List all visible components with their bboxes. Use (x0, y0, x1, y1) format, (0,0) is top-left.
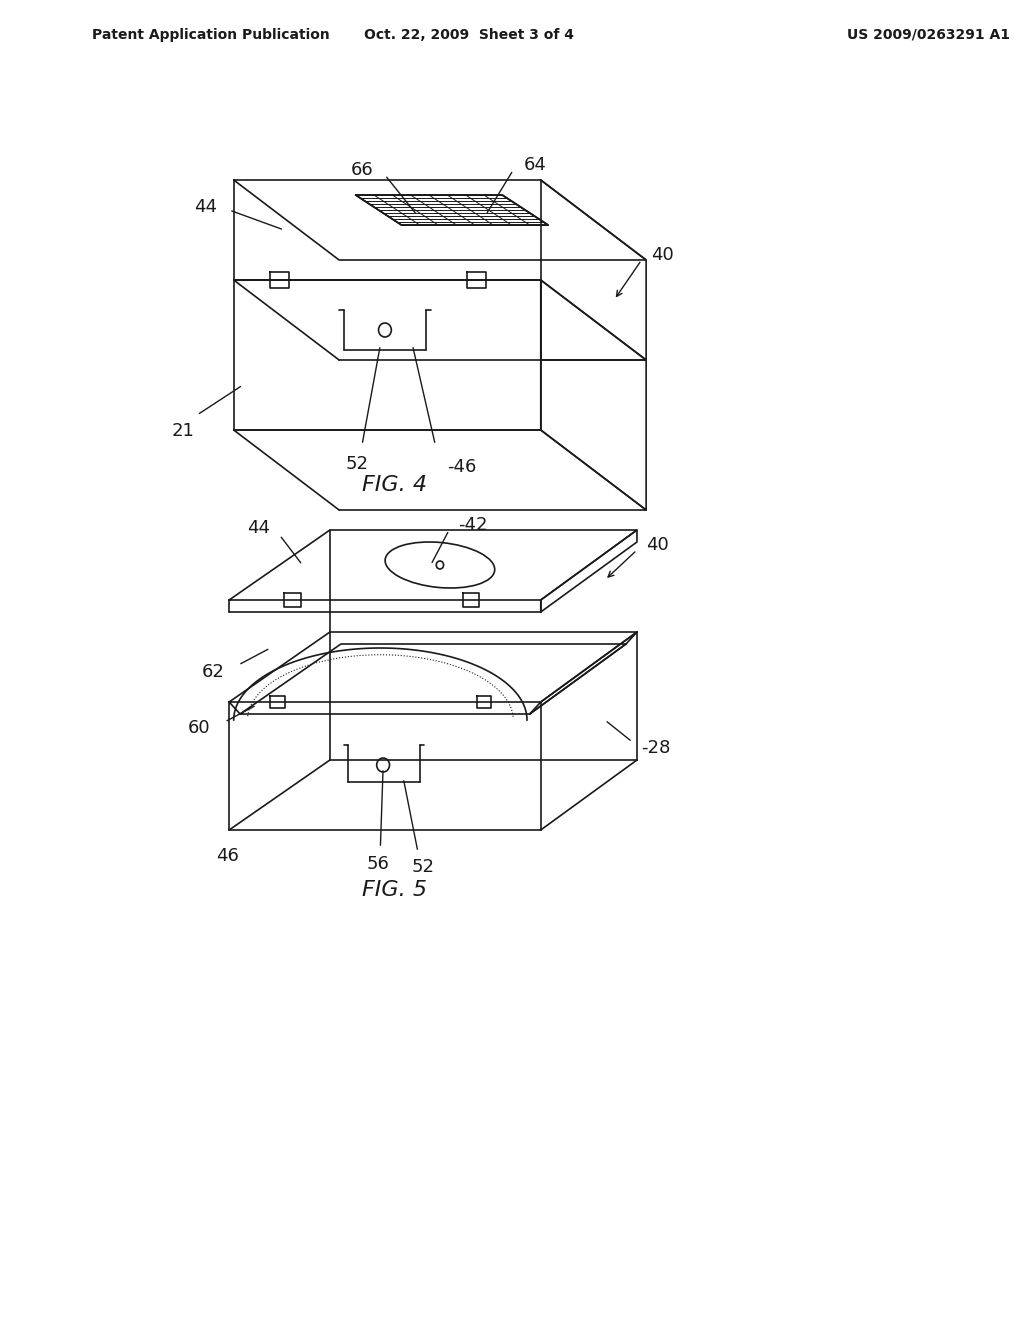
Text: 40: 40 (650, 246, 674, 264)
Text: 21: 21 (172, 422, 195, 440)
Text: 66: 66 (351, 161, 374, 180)
Text: 44: 44 (195, 198, 217, 216)
Text: -46: -46 (447, 458, 476, 477)
Text: 46: 46 (216, 847, 239, 865)
Text: -28: -28 (642, 739, 671, 756)
Text: 56: 56 (367, 855, 389, 873)
Text: -42: -42 (459, 516, 487, 535)
Text: 44: 44 (248, 519, 270, 537)
Text: FIG. 5: FIG. 5 (361, 880, 427, 900)
Text: 52: 52 (412, 858, 435, 876)
Text: 52: 52 (346, 455, 369, 473)
Text: 62: 62 (202, 663, 224, 681)
Text: 40: 40 (646, 536, 669, 554)
Text: 60: 60 (188, 719, 211, 737)
Text: Patent Application Publication: Patent Application Publication (92, 28, 330, 42)
Text: 64: 64 (524, 156, 547, 174)
Text: US 2009/0263291 A1: US 2009/0263291 A1 (847, 28, 1010, 42)
Text: FIG. 4: FIG. 4 (361, 475, 427, 495)
Text: Oct. 22, 2009  Sheet 3 of 4: Oct. 22, 2009 Sheet 3 of 4 (365, 28, 574, 42)
